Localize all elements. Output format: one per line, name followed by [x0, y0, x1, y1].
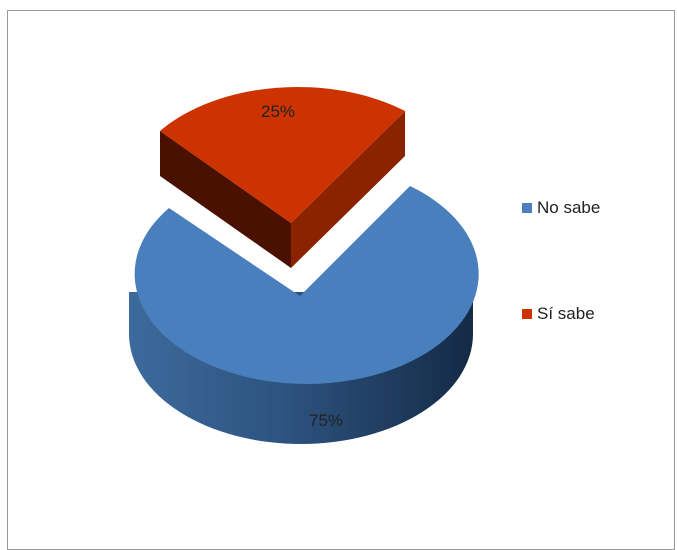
legend-swatch-si-sabe [522, 309, 532, 319]
data-label-si-sabe: 25% [261, 102, 295, 121]
data-label-no-sabe: 75% [309, 411, 343, 430]
legend: No sabe Sí sabe [522, 196, 600, 408]
legend-label-si-sabe: Sí sabe [537, 304, 595, 323]
slice-no-sabe [134, 186, 479, 384]
legend-item-si-sabe: Sí sabe [522, 302, 600, 326]
slice-si-sabe-side-right [291, 111, 405, 268]
legend-item-no-sabe: No sabe [522, 196, 600, 220]
slice-si-sabe [160, 86, 405, 223]
slice-si-sabe-side-left [160, 131, 291, 268]
legend-swatch-no-sabe [522, 203, 532, 213]
legend-label-no-sabe: No sabe [537, 198, 601, 217]
